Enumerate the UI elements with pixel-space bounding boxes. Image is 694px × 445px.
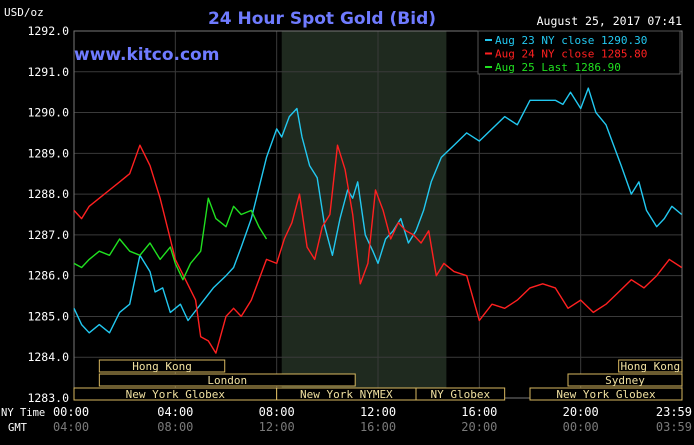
gmt-tick-label: 03:59: [656, 420, 692, 434]
gmt-tick-label: 12:00: [259, 420, 295, 434]
session-label: New York NYMEX: [300, 388, 393, 401]
session-label: Hong Kong: [132, 360, 192, 373]
ny-tick-label: 23:59: [656, 405, 692, 419]
nymex-session-shading: [281, 31, 447, 398]
y-tick-label: 1284.0: [27, 350, 69, 364]
legend-entry: Aug 23 NY close 1290.30: [495, 34, 647, 47]
ny-tick-label: 04:00: [157, 405, 193, 419]
ny-tick-label: 12:00: [360, 405, 396, 419]
gmt-tick-label: 08:00: [157, 420, 193, 434]
y-tick-label: 1285.0: [27, 309, 69, 323]
ny-tick-label: 16:00: [461, 405, 497, 419]
session-label: Sydney: [605, 374, 645, 387]
grid-lines: [73, 30, 683, 399]
legend-box: [477, 30, 681, 75]
chart-title: 24 Hour Spot Gold (Bid): [208, 9, 436, 29]
session-label: NY Globex: [431, 388, 491, 401]
watermark: www.kitco.com: [74, 45, 219, 65]
price-series: [73, 87, 683, 354]
ny-time-label: NY Time: [1, 407, 45, 419]
gmt-tick-label: 04:00: [53, 420, 89, 434]
session-bar: [98, 359, 226, 373]
y-tick-label: 1283.0: [27, 391, 69, 405]
ny-tick-label: 00:00: [53, 405, 89, 419]
gmt-tick-label: 00:00: [563, 420, 599, 434]
session-bar: [618, 359, 683, 373]
y-tick-label: 1288.0: [27, 187, 69, 201]
ny-tick-label: 08:00: [259, 405, 295, 419]
gmt-tick-label: 16:00: [360, 420, 396, 434]
y-tick-label: 1292.0: [27, 24, 69, 38]
y-tick-label: 1291.0: [27, 65, 69, 79]
legend-entry: Aug 25 Last 1286.90: [495, 61, 621, 74]
ny-tick-label: 20:00: [563, 405, 599, 419]
gmt-tick-label: 20:00: [461, 420, 497, 434]
y-axis: 1292.0 1291.0 1290.0 1289.0 1288.0 1287.0 1286…: [27, 24, 69, 405]
session-bar: [98, 373, 356, 387]
series-line-aug-25: [73, 197, 268, 281]
session-label: London: [207, 374, 247, 387]
series-line-aug-23: [73, 87, 683, 334]
gmt-label: GMT: [8, 422, 28, 434]
session-bar: [529, 387, 683, 401]
unit-label: USD/oz: [4, 6, 44, 19]
session-bar: [567, 373, 683, 387]
session-label: New York Globex: [556, 388, 656, 401]
legend-entry: Aug 24 NY close 1285.80: [495, 48, 647, 61]
session-label: Hong Kong: [621, 360, 681, 373]
y-tick-label: 1286.0: [27, 269, 69, 283]
session-bar: [415, 387, 506, 401]
session-label: New York Globex: [126, 388, 226, 401]
y-tick-label: 1289.0: [27, 146, 69, 160]
series-line-aug-24: [73, 144, 683, 354]
y-tick-label: 1287.0: [27, 228, 69, 242]
y-tick-label: 1290.0: [27, 106, 69, 120]
timestamp: August 25, 2017 07:41: [537, 14, 682, 28]
